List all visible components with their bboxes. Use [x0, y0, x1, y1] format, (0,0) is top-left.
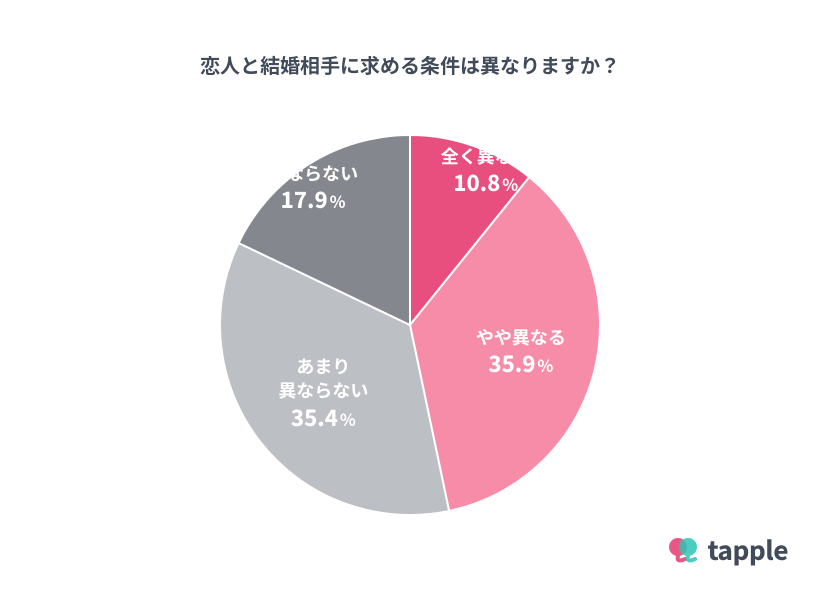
- pie-chart: 全く異なる10.8%やや異なる35.9%あまり異ならない35.4%異ならない17…: [220, 135, 600, 515]
- slice-label-name: あまり: [278, 354, 368, 378]
- chart-title: 恋人と結婚相手に求める条件は異なりますか？: [0, 50, 820, 79]
- slice-label-1: やや異なる35.9%: [476, 325, 566, 379]
- slice-label-pct: 35.9%: [476, 349, 566, 379]
- slice-label-3: 異ならない17.9%: [268, 161, 358, 215]
- slice-label-pct: 10.8%: [441, 168, 531, 198]
- tapple-logo-icon: [667, 536, 701, 564]
- brand-logo: tapple: [667, 531, 788, 568]
- slice-label-name: 異ならない: [268, 161, 358, 185]
- slice-label-name: 異ならない: [278, 378, 368, 402]
- slice-label-2: あまり異ならない35.4%: [278, 354, 368, 432]
- slice-label-name: やや異なる: [476, 325, 566, 349]
- slice-label-0: 全く異なる10.8%: [441, 144, 531, 198]
- slice-label-name: 全く異なる: [441, 144, 531, 168]
- brand-logo-text: tapple: [707, 531, 788, 568]
- slice-label-pct: 35.4%: [278, 403, 368, 433]
- slice-label-pct: 17.9%: [268, 185, 358, 215]
